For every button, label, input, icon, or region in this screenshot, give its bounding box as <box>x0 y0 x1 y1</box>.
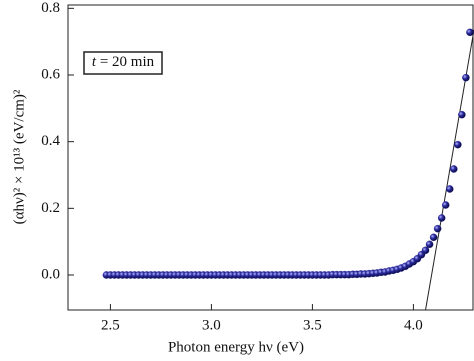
data-point <box>429 233 438 242</box>
x-tick-label: 3.0 <box>202 317 221 333</box>
data-point <box>466 28 474 37</box>
data-point <box>421 246 430 255</box>
annotation-var: t <box>92 54 97 70</box>
data-point <box>462 73 470 82</box>
data-point <box>450 165 458 173</box>
y-tick-label: 0.8 <box>41 0 60 16</box>
data-point <box>458 110 466 119</box>
data-point <box>433 224 442 233</box>
data-point <box>441 201 450 209</box>
y-axis-label: (αhν)² × 10¹³ (eV/cm)² <box>11 89 27 224</box>
x-axis-label: Photon energy hν (eV) <box>168 339 304 355</box>
y-tick-label: 0.0 <box>41 266 60 282</box>
plot-frame <box>67 4 474 311</box>
data-point <box>446 185 454 193</box>
annotation-box <box>83 51 163 75</box>
data-point <box>425 240 434 249</box>
data-point <box>437 214 446 222</box>
x-tick-label: 2.5 <box>101 317 120 333</box>
annotation: t = 20 min <box>92 54 155 70</box>
annotation-text: = 20 min <box>96 54 155 70</box>
fit-line <box>425 29 474 311</box>
y-tick-label: 0.2 <box>41 200 60 216</box>
y-tick-label: 0.4 <box>41 133 60 149</box>
x-tick-label: 4.0 <box>404 317 423 333</box>
y-tick-label: 0.6 <box>41 66 60 82</box>
x-tick-label: 3.5 <box>303 317 322 333</box>
data-point <box>454 140 462 149</box>
